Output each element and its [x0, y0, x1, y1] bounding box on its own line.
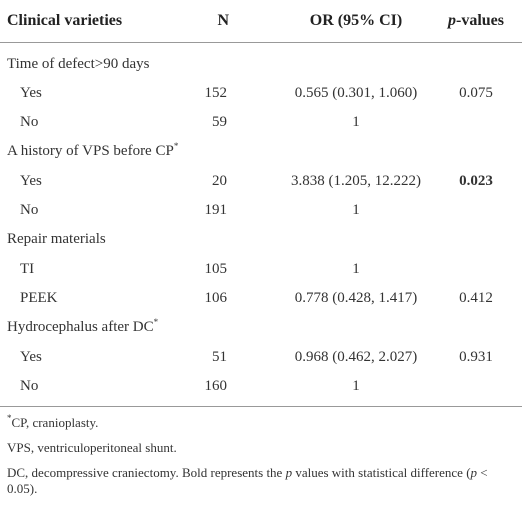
group-row: A history of VPS before CP*: [0, 137, 522, 166]
table-cell: 105: [204, 260, 228, 277]
table-cell: Yes: [20, 84, 42, 101]
text-segment: CP, cranioplasty.: [11, 415, 99, 430]
group-row: Repair materials: [0, 225, 522, 254]
data-row: TI 105 1: [0, 255, 522, 284]
text-segment: OR (95% CI): [309, 12, 403, 29]
header-cell: Clinical varieties: [7, 6, 122, 35]
header-row: Clinical varieties N OR (95% CI) p-values: [0, 6, 522, 35]
text-segment: values with statistical difference (: [292, 465, 471, 480]
text-segment: VPS, ventriculoperitoneal shunt.: [7, 440, 177, 455]
data-row: No 160 1: [0, 372, 522, 401]
table-cell: 59: [212, 114, 227, 131]
data-row: Yes 20 3.838 (1.205, 12.222) 0.023: [0, 167, 522, 196]
table-cell: 3.838 (1.205, 12.222): [291, 172, 421, 189]
footnote: *CP, cranioplasty.: [7, 413, 519, 431]
table-cell: 0.412: [459, 289, 493, 306]
table-cell: 160: [204, 377, 228, 394]
table-cell: 0.931: [459, 348, 493, 365]
footnotes: *CP, cranioplasty. VPS, ventriculoperiton…: [7, 413, 519, 506]
header-cell: OR (95% CI): [260, 6, 452, 35]
footnote: VPS, ventriculoperitoneal shunt.: [7, 440, 519, 456]
data-row: Yes 51 0.968 (0.462, 2.027) 0.931: [0, 343, 522, 372]
table-cell: Yes: [20, 348, 42, 365]
table-cell: Yes: [20, 172, 42, 189]
table-cell: No: [20, 202, 39, 218]
text-segment: DC, decompressive craniectomy. Bold repr…: [7, 465, 286, 480]
bottom-rule: [0, 406, 522, 407]
table-cell: 51: [212, 348, 227, 365]
group-label: Time of defect>90 days: [7, 50, 149, 79]
data-row: No 59 1: [0, 108, 522, 137]
group-row: Hydrocephalus after DC*: [0, 313, 522, 342]
text-segment: p: [470, 465, 478, 480]
data-row: No 191 1: [0, 196, 522, 225]
table-cell: 1: [352, 377, 360, 394]
group-label: A history of VPS before CP*: [7, 137, 178, 166]
table-cell: 152: [204, 84, 228, 101]
table-cell: 0.778 (0.428, 1.417): [294, 289, 418, 306]
header-rule: [0, 42, 522, 43]
group-label: Hydrocephalus after DC*: [7, 313, 158, 342]
table-cell: TI: [20, 260, 35, 277]
label-text: Time of defect>90 days: [7, 55, 150, 72]
footnote-mark: *: [173, 141, 179, 152]
table-page: Clinical varieties N OR (95% CI) p-values Ti…: [0, 6, 522, 496]
text-segment: -values: [456, 12, 504, 29]
table-cell: PEEK: [20, 289, 58, 306]
table-cell: No: [20, 114, 39, 131]
group-row: Time of defect>90 days: [0, 50, 522, 79]
table-cell: 1: [352, 260, 360, 277]
text-segment: *: [7, 413, 12, 423]
footnote: DC, decompressive craniectomy. Bold repr…: [7, 465, 519, 497]
text-segment: Clinical varieties: [7, 12, 123, 29]
header-cell: p-values: [438, 6, 514, 35]
group-label: Repair materials: [7, 225, 106, 254]
table-cell: 191: [204, 202, 228, 218]
header-cell: N: [217, 6, 229, 35]
label-text: Hydrocephalus after DC: [7, 319, 154, 336]
table-cell: 0.968 (0.462, 2.027): [294, 348, 418, 365]
label-text: A history of VPS before CP: [7, 143, 174, 160]
label-text: Repair materials: [7, 231, 106, 248]
table-cell: 1: [352, 114, 360, 131]
table-cell: 0.565 (0.301, 1.060): [294, 84, 418, 101]
table-cell: 20: [212, 172, 227, 189]
table-cell: 106: [204, 289, 228, 306]
table-cell: No: [20, 377, 39, 394]
data-row: PEEK 106 0.778 (0.428, 1.417) 0.412: [0, 284, 522, 313]
text-segment: p: [285, 465, 293, 480]
text-segment: p: [448, 12, 456, 29]
text-segment: N: [217, 12, 229, 29]
table-cell: 0.023: [459, 172, 493, 189]
table-cell: 1: [352, 202, 360, 218]
data-row: Yes 152 0.565 (0.301, 1.060) 0.075: [0, 79, 522, 108]
table-cell: 0.075: [459, 84, 493, 101]
footnote-mark: *: [153, 317, 159, 328]
